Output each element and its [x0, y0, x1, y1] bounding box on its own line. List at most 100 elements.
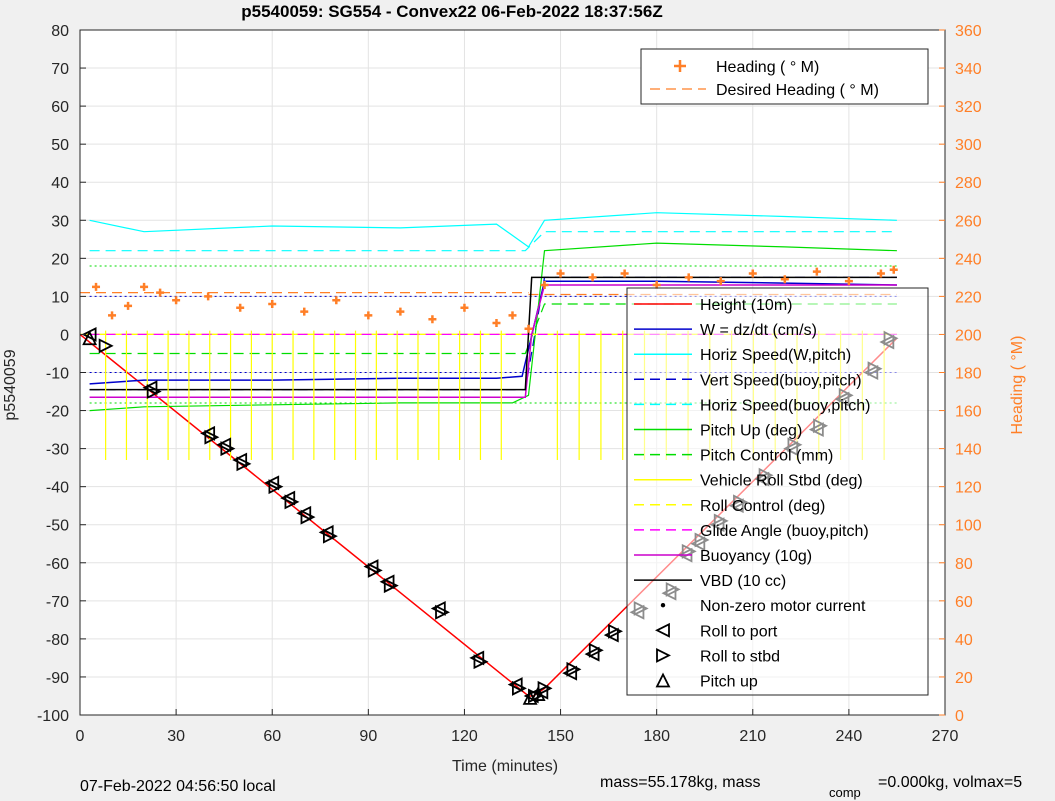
heading-point — [172, 296, 181, 305]
y2-tick-label: 320 — [955, 99, 982, 116]
main-legend-swatch — [654, 622, 670, 638]
y-tick-label: 70 — [51, 61, 69, 78]
roll-to-port-marker — [469, 650, 485, 666]
roll-to-port-marker — [507, 677, 523, 693]
roll-to-port-marker — [232, 452, 248, 468]
heading-point — [889, 265, 898, 274]
roll-to-stbd-marker — [236, 456, 252, 472]
roll-to-stbd-marker — [383, 578, 399, 594]
roll-to-stbd-marker — [473, 654, 489, 670]
heading-point — [844, 277, 853, 286]
chart-title: p5540059: SG554 - Convex22 06-Feb-2022 1… — [241, 2, 662, 21]
y2-tick-label: 40 — [955, 632, 973, 649]
heading-legend-swatch — [674, 60, 686, 72]
roll-to-port-marker — [280, 490, 296, 506]
main-legend-label: Roll Control (deg) — [700, 498, 825, 515]
roll-to-port-marker — [379, 574, 395, 590]
main-legend-label: Vert Speed(buoy,pitch) — [700, 372, 862, 389]
roll-to-port-marker — [603, 627, 619, 643]
roll-to-stbd-marker — [435, 604, 451, 620]
main-legend-label: Roll to stbd — [700, 648, 780, 665]
x-tick-label: 0 — [76, 728, 85, 745]
heading-point — [524, 324, 533, 333]
roll-to-port-marker — [264, 475, 280, 491]
main-legend-swatch — [656, 647, 672, 663]
main-legend-label: Height (10m) — [700, 297, 792, 314]
main-legend-label: Buoyancy (10g) — [700, 548, 812, 565]
y2-tick-label: 300 — [955, 137, 982, 154]
y2-tick-label: 220 — [955, 289, 982, 306]
heading-legend-box — [640, 48, 929, 105]
roll-to-stbd-marker — [588, 642, 604, 658]
roll-to-port-marker — [296, 505, 312, 521]
x-axis-label: Time (minutes) — [452, 758, 558, 775]
main-legend-label: Pitch Up (deg) — [700, 423, 802, 440]
roll-to-port-marker — [430, 600, 446, 616]
heading-point — [124, 301, 133, 310]
roll-to-port-marker — [216, 437, 232, 453]
main-legend-swatch — [660, 603, 666, 608]
main-legend-label: Horiz Speed(W,pitch) — [700, 347, 851, 364]
y2-tick-label: 180 — [955, 366, 982, 383]
series-line — [89, 212, 897, 248]
heading-point — [876, 269, 885, 278]
x-tick-label: 210 — [739, 728, 766, 745]
y-tick-label: -60 — [46, 556, 69, 573]
x-tick-label: 180 — [643, 728, 670, 745]
roll-to-stbd-marker — [204, 429, 220, 445]
main-legend: Height (10m) W = dz/dt (cm/s) Horiz Speed(… — [626, 287, 929, 696]
y-tick-label: 50 — [51, 137, 69, 154]
y-tick-label: -80 — [46, 632, 69, 649]
heading-point — [684, 273, 693, 282]
main-legend-label: Pitch up — [700, 674, 758, 691]
main-legend-label: Glide Angle (buoy,pitch) — [700, 523, 869, 540]
series-line — [89, 231, 897, 252]
heading-legend-label: Desired Heading ( ° M) — [716, 82, 879, 99]
roll-to-stbd-marker — [268, 479, 284, 495]
y-tick-label: -20 — [46, 404, 69, 421]
heading-point — [460, 303, 469, 312]
heading-point — [140, 282, 149, 291]
main-legend-label: VBD (10 cc) — [700, 573, 786, 590]
main-legend-swatch — [655, 672, 671, 688]
series-line — [89, 284, 897, 398]
y-tick-label: 0 — [60, 327, 69, 344]
y-tick-label: -70 — [46, 594, 69, 611]
y-axis-label: p5540059 — [2, 349, 19, 420]
heading-point — [716, 277, 725, 286]
x-tick-label: 270 — [932, 728, 959, 745]
heading-point — [364, 311, 373, 320]
heading-point — [492, 319, 501, 328]
pitch-up-marker — [530, 686, 546, 701]
heading-point — [300, 307, 309, 316]
heading-point — [268, 300, 277, 308]
y2-tick-label: 80 — [955, 556, 973, 573]
heading-point — [204, 292, 213, 301]
y2-axis-label: Heading ( °M) — [1009, 336, 1026, 435]
x-tick-label: 90 — [359, 728, 377, 745]
y2-tick-label: 280 — [955, 175, 982, 192]
axes: 0 30 60 90 120 150 180 210 240 270 80 70 60 50 40 30 20 1… — [37, 23, 982, 745]
main-legend-label: Pitch Control (mm) — [700, 448, 833, 465]
heading-point — [108, 311, 117, 320]
y-tick-label: -40 — [46, 480, 69, 497]
y-tick-label: 30 — [51, 213, 69, 230]
y-tick-label: -100 — [37, 708, 69, 725]
roll-to-port-marker — [142, 380, 158, 396]
x-tick-label: 120 — [451, 728, 478, 745]
y2-tick-label: 100 — [955, 518, 982, 535]
heading-point — [620, 269, 629, 278]
roll-to-stbd-marker — [322, 528, 338, 544]
series-line — [89, 276, 897, 391]
y2-tick-label: 260 — [955, 213, 982, 230]
roll-to-stbd-marker — [98, 338, 114, 354]
main-legend-label: Roll to port — [700, 623, 778, 640]
main-legend-label: Non-zero motor current — [700, 598, 866, 615]
series-line — [89, 242, 897, 412]
heading-point — [396, 307, 405, 316]
roll-to-port-marker — [318, 524, 334, 540]
heading-legend-label: Heading ( ° M) — [716, 59, 819, 76]
x-tick-label: 240 — [836, 728, 863, 745]
y2-tick-label: 240 — [955, 251, 982, 268]
